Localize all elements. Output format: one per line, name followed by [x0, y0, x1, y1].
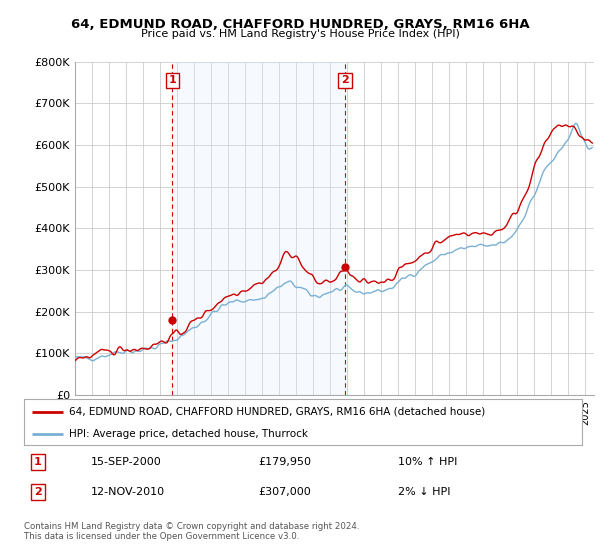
Text: Price paid vs. HM Land Registry's House Price Index (HPI): Price paid vs. HM Land Registry's House … — [140, 29, 460, 39]
Text: £179,950: £179,950 — [259, 457, 311, 467]
Text: 64, EDMUND ROAD, CHAFFORD HUNDRED, GRAYS, RM16 6HA (detached house): 64, EDMUND ROAD, CHAFFORD HUNDRED, GRAYS… — [68, 407, 485, 417]
Text: 1: 1 — [34, 457, 42, 467]
Text: 10% ↑ HPI: 10% ↑ HPI — [398, 457, 457, 467]
Text: Contains HM Land Registry data © Crown copyright and database right 2024.
This d: Contains HM Land Registry data © Crown c… — [24, 522, 359, 542]
Text: 2: 2 — [34, 487, 42, 497]
Text: 2: 2 — [341, 76, 349, 85]
Text: 12-NOV-2010: 12-NOV-2010 — [91, 487, 165, 497]
Text: 2% ↓ HPI: 2% ↓ HPI — [398, 487, 451, 497]
Text: HPI: Average price, detached house, Thurrock: HPI: Average price, detached house, Thur… — [68, 428, 308, 438]
Text: £307,000: £307,000 — [259, 487, 311, 497]
Text: 15-SEP-2000: 15-SEP-2000 — [91, 457, 162, 467]
Text: 64, EDMUND ROAD, CHAFFORD HUNDRED, GRAYS, RM16 6HA: 64, EDMUND ROAD, CHAFFORD HUNDRED, GRAYS… — [71, 18, 529, 31]
Bar — [172, 62, 345, 395]
Text: 1: 1 — [168, 76, 176, 85]
